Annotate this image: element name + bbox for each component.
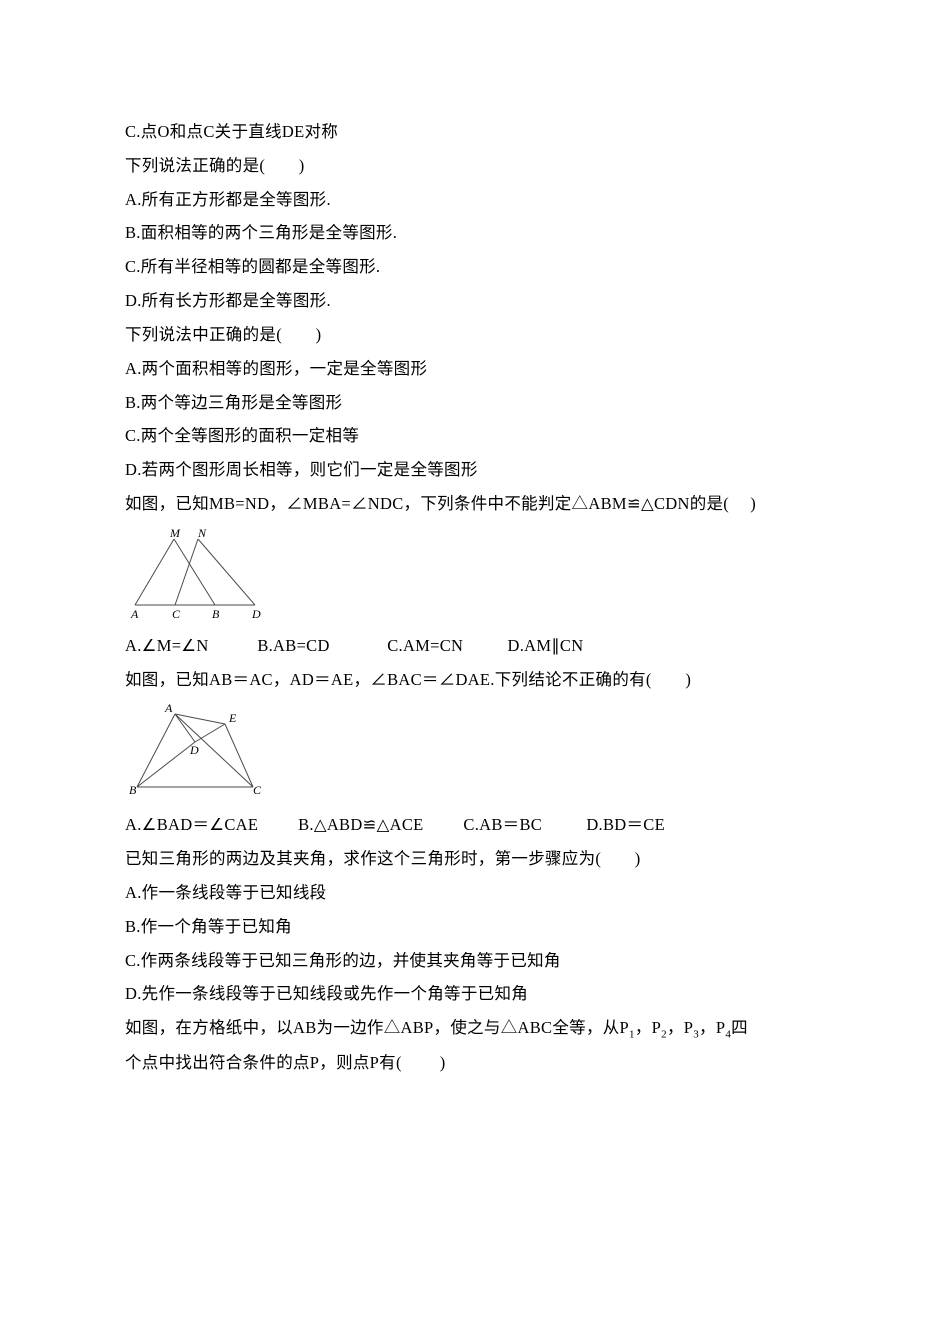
option-text: A.作一条线段等于已知线段: [125, 876, 825, 910]
option-row: A.∠BAD＝∠CAE B.△ABD≌△ACE C.AB＝BC D.BD＝CE: [125, 808, 825, 842]
question-stem: 已知三角形的两边及其夹角，求作这个三角形时，第一步骤应为( ): [125, 842, 825, 876]
question-stem: 如图，在方格纸中，以AB为一边作△ABP，使之与△ABC全等，从P1，P2，P3…: [125, 1011, 825, 1046]
option-text: C.所有半径相等的圆都是全等图形.: [125, 250, 825, 284]
option-d: D.AM∥CN: [508, 636, 584, 655]
option-row: A.∠M=∠N B.AB=CD C.AM=CN D.AM∥CN: [125, 629, 825, 663]
option-a: A.∠M=∠N: [125, 636, 209, 655]
figure-label-b: B: [212, 607, 220, 621]
option-d: D.BD＝CE: [586, 815, 665, 834]
question-stem: 下列说法中正确的是( ): [125, 318, 825, 352]
figure-triangles-ade: A E D B C: [125, 702, 825, 802]
figure-label-c: C: [253, 783, 262, 797]
question-text: ，P: [699, 1018, 725, 1037]
option-c: C.AM=CN: [387, 636, 463, 655]
option-b: B.AB=CD: [257, 636, 329, 655]
figure-label-e: E: [228, 711, 237, 725]
question-stem: 下列说法正确的是( ): [125, 149, 825, 183]
question-text: 如图，在方格纸中，以AB为一边作△ABP，使之与△ABC全等，从P: [125, 1018, 629, 1037]
option-text: A.所有正方形都是全等图形.: [125, 183, 825, 217]
option-text: D.先作一条线段等于已知线段或先作一个角等于已知角: [125, 977, 825, 1011]
option-text: B.两个等边三角形是全等图形: [125, 386, 825, 420]
option-text: A.两个面积相等的图形，一定是全等图形: [125, 352, 825, 386]
figure-label-n: N: [197, 527, 207, 540]
option-text: D.若两个图形周长相等，则它们一定是全等图形: [125, 453, 825, 487]
option-text: B.面积相等的两个三角形是全等图形.: [125, 216, 825, 250]
document-page: C.点O和点C关于直线DE对称 下列说法正确的是( ) A.所有正方形都是全等图…: [0, 0, 950, 1344]
question-text: 四: [731, 1018, 748, 1037]
question-stem: 个点中找出符合条件的点P，则点P有( ): [125, 1046, 825, 1080]
question-stem: 如图，已知AB＝AC，AD＝AE，∠BAC＝∠DAE.下列结论不正确的有( ): [125, 663, 825, 697]
figure-label-d: D: [251, 607, 261, 621]
figure-label-c: C: [172, 607, 181, 621]
option-text: D.所有长方形都是全等图形.: [125, 284, 825, 318]
question-text: ，P: [635, 1018, 661, 1037]
figure-triangles-mn: M N A C B D: [125, 527, 825, 623]
figure-label-m: M: [169, 527, 181, 540]
figure-label-a: A: [130, 607, 139, 621]
option-text: C.点O和点C关于直线DE对称: [125, 115, 825, 149]
option-text: C.两个全等图形的面积一定相等: [125, 419, 825, 453]
question-stem: 如图，已知MB=ND，∠MBA=∠NDC，下列条件中不能判定△ABM≌△CDN的…: [125, 487, 825, 521]
option-b: B.△ABD≌△ACE: [298, 815, 423, 834]
figure-label-d: D: [189, 743, 199, 757]
option-a: A.∠BAD＝∠CAE: [125, 815, 258, 834]
figure-label-a: A: [164, 702, 173, 715]
option-text: C.作两条线段等于已知三角形的边，并使其夹角等于已知角: [125, 944, 825, 978]
figure-label-b: B: [129, 783, 137, 797]
option-text: B.作一个角等于已知角: [125, 910, 825, 944]
question-text: ，P: [667, 1018, 693, 1037]
option-c: C.AB＝BC: [463, 815, 542, 834]
